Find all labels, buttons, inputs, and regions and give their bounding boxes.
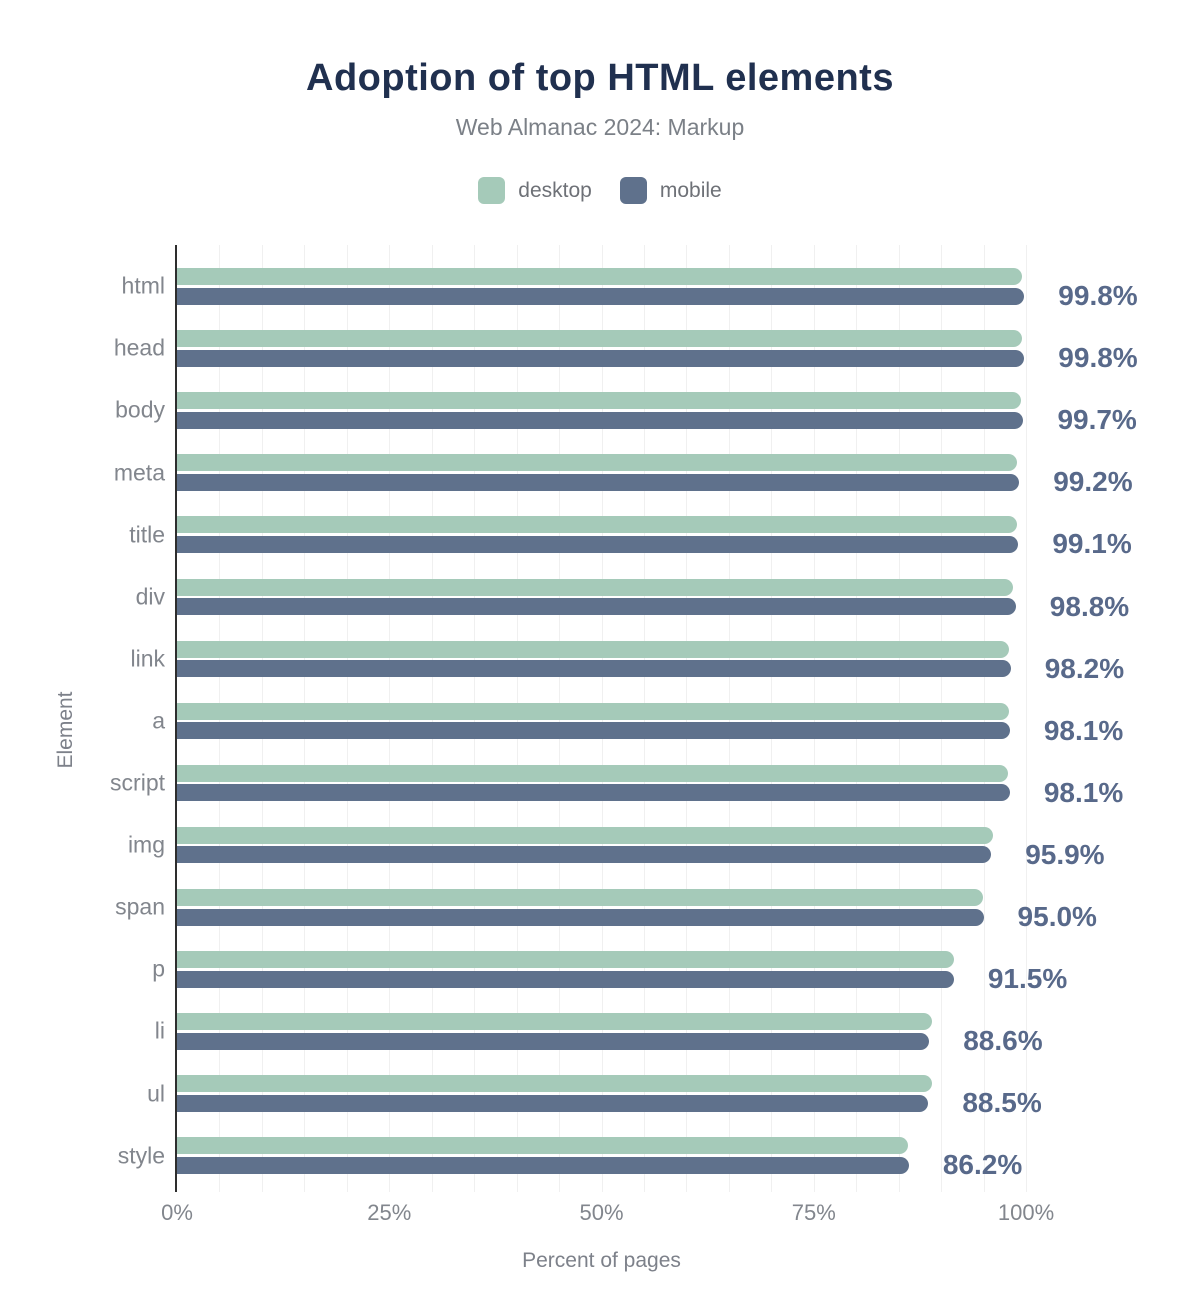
- value-label-p: 91.5%: [987, 963, 1068, 995]
- bar-mobile-script: [177, 784, 1010, 802]
- category-label-img: img: [127, 831, 165, 858]
- bar-mobile-style: [177, 1156, 909, 1174]
- legend-label: desktop: [518, 178, 592, 202]
- category-label-div: div: [135, 583, 165, 610]
- bar-desktop-title: [177, 516, 1017, 534]
- category-label-script: script: [110, 769, 165, 796]
- bar-desktop-div: [177, 578, 1014, 596]
- category-label-title: title: [129, 521, 165, 548]
- category-label-style: style: [117, 1142, 165, 1169]
- value-label-meta: 99.2%: [1053, 466, 1133, 498]
- legend-item-desktop[interactable]: desktop: [478, 177, 592, 204]
- bar-mobile-title: [177, 535, 1019, 553]
- category-label-meta: meta: [113, 459, 165, 486]
- legend-item-mobile[interactable]: mobile: [619, 177, 722, 204]
- bar-desktop-head: [177, 330, 1022, 348]
- category-label-span: span: [115, 893, 165, 920]
- category-label-p: p: [152, 955, 165, 982]
- value-label-link: 98.2%: [1044, 652, 1125, 684]
- category-label-head: head: [113, 334, 165, 361]
- value-label-div: 98.8%: [1049, 590, 1130, 622]
- bar-desktop-script: [177, 764, 1009, 782]
- chart-subtitle: Web Almanac 2024: Markup: [455, 114, 745, 140]
- value-label-head: 99.8%: [1058, 342, 1138, 374]
- bar-mobile-body: [177, 411, 1024, 429]
- bar-desktop-a: [177, 702, 1010, 720]
- value-label-body: 99.7%: [1057, 404, 1137, 436]
- category-label-a: a: [152, 707, 165, 734]
- x-tick-75: 75%: [791, 1200, 836, 1225]
- value-label-li: 88.6%: [963, 1025, 1043, 1057]
- bar-mobile-link: [177, 660, 1011, 678]
- category-label-html: html: [121, 272, 165, 299]
- bar-desktop-html: [177, 268, 1022, 285]
- legend-swatch-desktop: [478, 177, 506, 204]
- plot-area: html 99.8% head 99.8% body 99.7% meta 99.2% titl…: [110, 245, 1138, 1192]
- bar-mobile-meta: [177, 473, 1020, 491]
- x-tick-0: 0%: [161, 1200, 193, 1225]
- x-tick-50: 50%: [579, 1200, 624, 1225]
- bar-mobile-head: [177, 349, 1025, 367]
- bar-mobile-p: [177, 970, 954, 988]
- bar-mobile-img: [177, 846, 992, 864]
- value-label-style: 86.2%: [942, 1149, 1023, 1181]
- value-label-img: 95.9%: [1025, 838, 1105, 870]
- y-axis-line: [175, 245, 177, 1192]
- bar-desktop-ul: [177, 1075, 932, 1093]
- category-label-link: link: [130, 645, 165, 672]
- bar-desktop-li: [177, 1013, 932, 1031]
- bar-mobile-span: [177, 908, 984, 926]
- bar-desktop-meta: [177, 454, 1017, 472]
- bar-desktop-img: [177, 826, 993, 844]
- bar-mobile-a: [177, 722, 1010, 740]
- bar-desktop-link: [177, 640, 1010, 658]
- bar-mobile-li: [177, 1032, 930, 1050]
- x-axis-title: Percent of pages: [522, 1249, 681, 1272]
- value-label-ul: 88.5%: [962, 1087, 1042, 1119]
- bar-desktop-p: [177, 951, 954, 969]
- x-tick-25: 25%: [367, 1200, 412, 1225]
- chart-title: Adoption of top HTML elements: [306, 57, 894, 99]
- legend-label: mobile: [659, 178, 722, 202]
- value-label-span: 95.0%: [1017, 901, 1097, 932]
- category-label-li: li: [154, 1017, 165, 1044]
- x-tick-100: 100%: [997, 1200, 1055, 1225]
- bar-desktop-style: [177, 1137, 908, 1155]
- bar-desktop-span: [177, 889, 983, 906]
- bar-mobile-ul: [177, 1094, 929, 1112]
- legend-swatch-mobile: [619, 177, 647, 204]
- category-label-body: body: [115, 396, 165, 423]
- bar-mobile-div: [177, 598, 1016, 615]
- value-label-script: 98.1%: [1043, 776, 1124, 808]
- value-label-title: 99.1%: [1052, 528, 1132, 560]
- bar-desktop-body: [177, 392, 1021, 410]
- value-label-a: 98.1%: [1043, 714, 1124, 746]
- legend: desktop mobile: [0, 177, 1200, 204]
- category-label-ul: ul: [147, 1080, 165, 1107]
- value-label-html: 99.8%: [1058, 280, 1138, 311]
- gridline-100pct: [1026, 245, 1027, 1192]
- y-axis-title: Element: [54, 691, 77, 769]
- bar-mobile-html: [177, 287, 1025, 305]
